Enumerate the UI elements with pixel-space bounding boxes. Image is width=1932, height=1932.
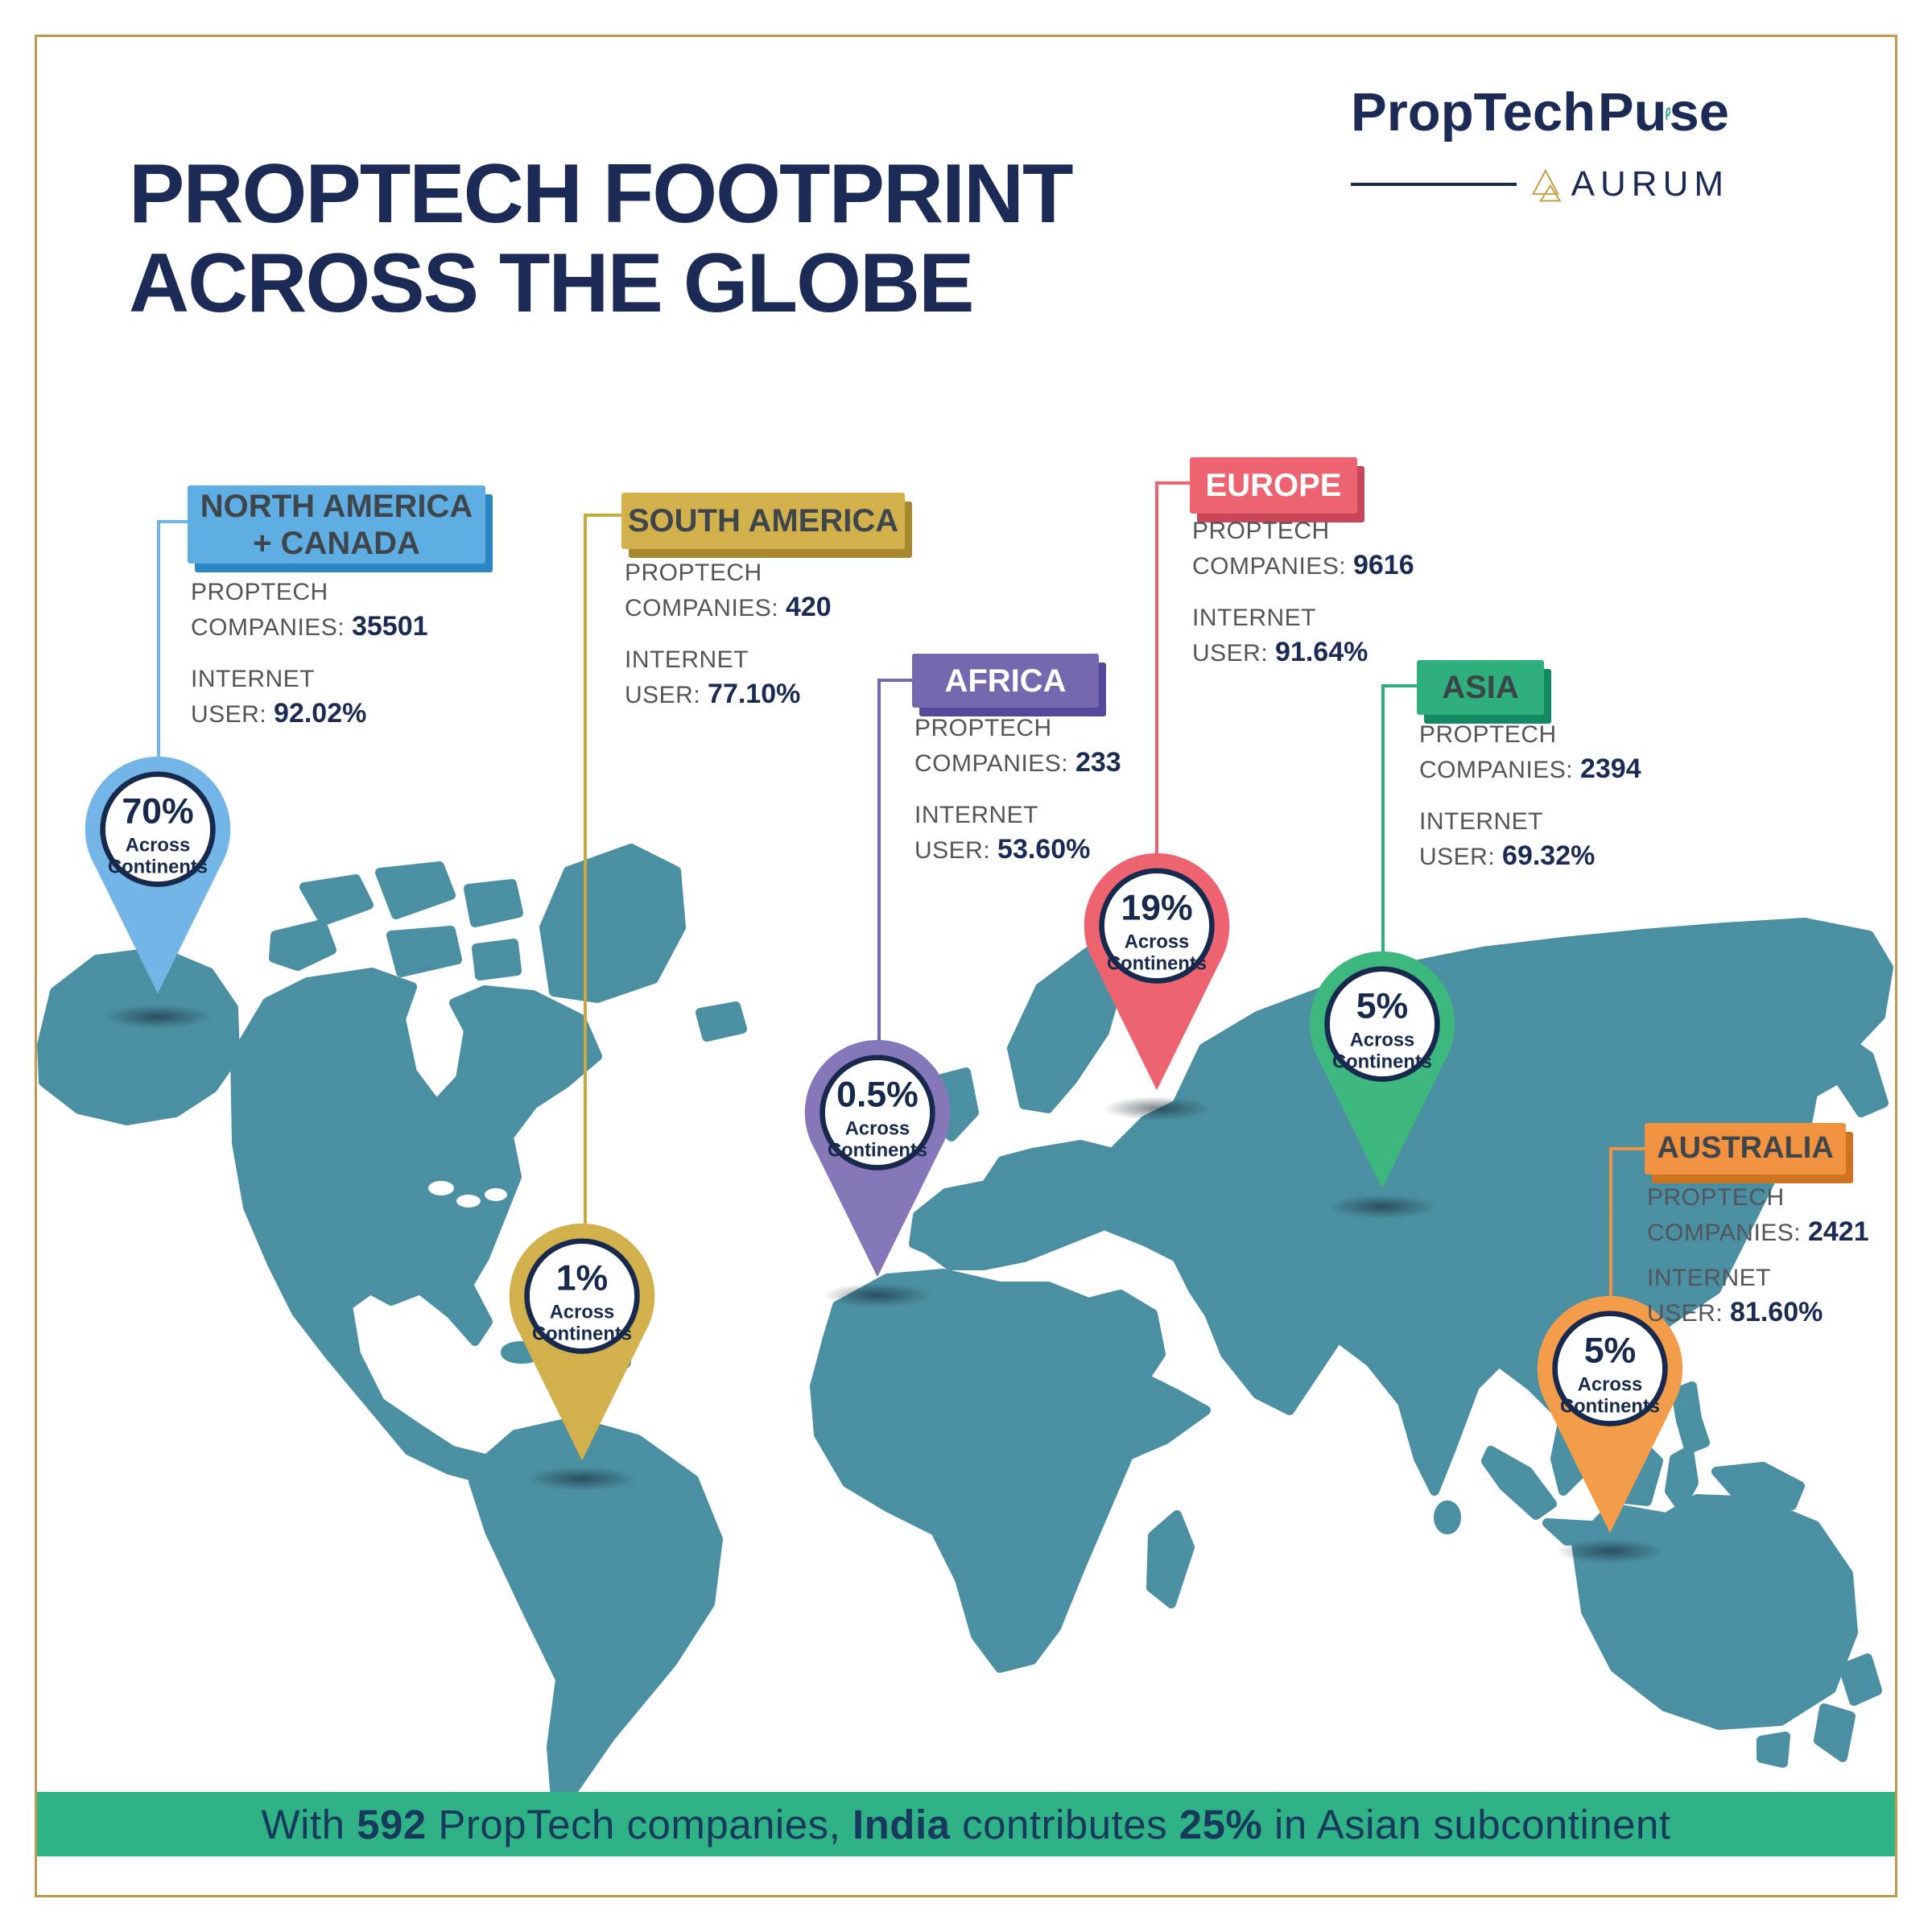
companies-value: 233 — [1075, 746, 1121, 778]
pulse-swoosh-icon — [1665, 107, 1671, 121]
map-pin: 70% Across Continents — [85, 756, 231, 994]
region-stats: PROPTECH COMPANIES: 9616 INTERNET USER: … — [1192, 518, 1414, 668]
share-value: 70% — [122, 792, 193, 832]
companies-value: 2394 — [1579, 753, 1641, 784]
footer-banner-text: With 592 PropTech companies, India contr… — [261, 1801, 1671, 1847]
share-value: 19% — [1121, 889, 1192, 928]
brand-logo-partner-row: AURUM — [1351, 164, 1729, 204]
map-pin: 1% Across Continents — [509, 1223, 655, 1461]
share-value: 1% — [556, 1259, 609, 1298]
companies-value: 35501 — [351, 610, 428, 642]
region-label-box: NORTH AMERICA + CANADA — [188, 485, 485, 564]
connector-line — [877, 679, 881, 1040]
pin-shadow — [1088, 1093, 1226, 1124]
svg-text:Across: Across — [1350, 1030, 1415, 1051]
india-companies-count: 592 — [357, 1801, 427, 1847]
page-title-line2: ACROSS THE GLOBE — [129, 237, 975, 331]
svg-text:Across: Across — [1578, 1374, 1643, 1396]
svg-text:Across: Across — [550, 1302, 615, 1323]
brand-logo-pulse-suffix: se — [1669, 82, 1729, 142]
connector-line — [1155, 481, 1191, 485]
pin-shadow — [808, 1280, 947, 1311]
internet-user-value: 92.02% — [274, 698, 367, 729]
footer-banner: With 592 PropTech companies, India contr… — [37, 1792, 1895, 1856]
svg-text:Continents: Continents — [1107, 952, 1207, 974]
connector-line — [584, 514, 587, 1224]
brand-logo-aurum: AURUM — [1571, 164, 1729, 204]
pin-shadow — [1313, 1191, 1451, 1222]
companies-value: 9616 — [1352, 549, 1414, 580]
svg-text:Continents: Continents — [108, 856, 208, 877]
brand-logo-proptech: PropTech — [1351, 82, 1596, 142]
region-label-box: AUSTRALIA — [1645, 1123, 1846, 1174]
pin-shadow — [513, 1463, 651, 1494]
connector-line — [157, 520, 160, 757]
internet-user-value: 53.60% — [997, 834, 1091, 865]
map-pin: 5% Across Continents — [1537, 1295, 1683, 1534]
region-label-box: EUROPE — [1190, 457, 1357, 514]
brand-logo-pulse-prefix: Pu — [1597, 82, 1667, 142]
logo-divider-line — [1351, 183, 1517, 186]
connector-line — [877, 679, 913, 682]
svg-text:Continents: Continents — [1332, 1051, 1432, 1072]
page-title-line1: PROPTECH FOOTPRINT — [129, 147, 1074, 241]
internet-user-value: 81.60% — [1730, 1297, 1823, 1328]
pin-shadow — [89, 1001, 227, 1032]
region-stats: PROPTECH COMPANIES: 2421 INTERNET USER: … — [1647, 1184, 1869, 1328]
country-name: India — [852, 1801, 951, 1847]
connector-line — [1609, 1147, 1645, 1150]
region-label-box: SOUTH AMERICA — [621, 493, 905, 549]
svg-text:Across: Across — [845, 1118, 910, 1140]
svg-text:Across: Across — [126, 835, 191, 857]
svg-text:Across: Across — [1125, 931, 1190, 953]
pin-shadow — [1541, 1536, 1679, 1567]
region-label-box: ASIA — [1417, 660, 1544, 715]
share-value: 5% — [1356, 987, 1409, 1026]
brand-logo: PropTech Pu se AURUM — [1351, 80, 1729, 204]
connector-line — [157, 520, 191, 523]
page-border — [35, 35, 1897, 1897]
region-stats: PROPTECH COMPANIES: 35501 INTERNET USER:… — [191, 579, 428, 729]
map-pin: 0.5% Across Continents — [804, 1039, 951, 1278]
brand-logo-wordmark: PropTech Pu se — [1351, 80, 1729, 143]
region-stats: PROPTECH COMPANIES: 233 INTERNET USER: 5… — [914, 715, 1121, 865]
region-label-box: AFRICA — [912, 654, 1099, 708]
internet-user-value: 91.64% — [1275, 637, 1368, 668]
svg-text:Continents: Continents — [1560, 1395, 1660, 1417]
region-stats: PROPTECH COMPANIES: 2394 INTERNET USER: … — [1419, 721, 1641, 872]
connector-line — [1381, 684, 1418, 687]
page-title: PROPTECH FOOTPRINT ACROSS THE GLOBE — [129, 147, 1074, 331]
aurum-triangle-icon — [1532, 168, 1563, 202]
map-pin: 5% Across Continents — [1309, 951, 1455, 1189]
region-stats: PROPTECH COMPANIES: 420 INTERNET USER: 7… — [625, 559, 832, 710]
share-value: 5% — [1584, 1331, 1637, 1371]
internet-user-value: 69.32% — [1502, 840, 1596, 872]
connector-line — [1381, 684, 1385, 952]
svg-text:Continents: Continents — [828, 1139, 927, 1161]
svg-text:Continents: Continents — [532, 1323, 632, 1344]
connector-line — [584, 514, 622, 517]
india-share-value: 25% — [1179, 1801, 1263, 1847]
connector-line — [1155, 481, 1158, 853]
map-pin: 19% Across Continents — [1084, 852, 1230, 1091]
share-value: 0.5% — [836, 1075, 919, 1115]
companies-value: 420 — [785, 591, 832, 622]
internet-user-value: 77.10% — [708, 679, 801, 710]
companies-value: 2421 — [1807, 1216, 1869, 1247]
connector-line — [1609, 1147, 1612, 1296]
